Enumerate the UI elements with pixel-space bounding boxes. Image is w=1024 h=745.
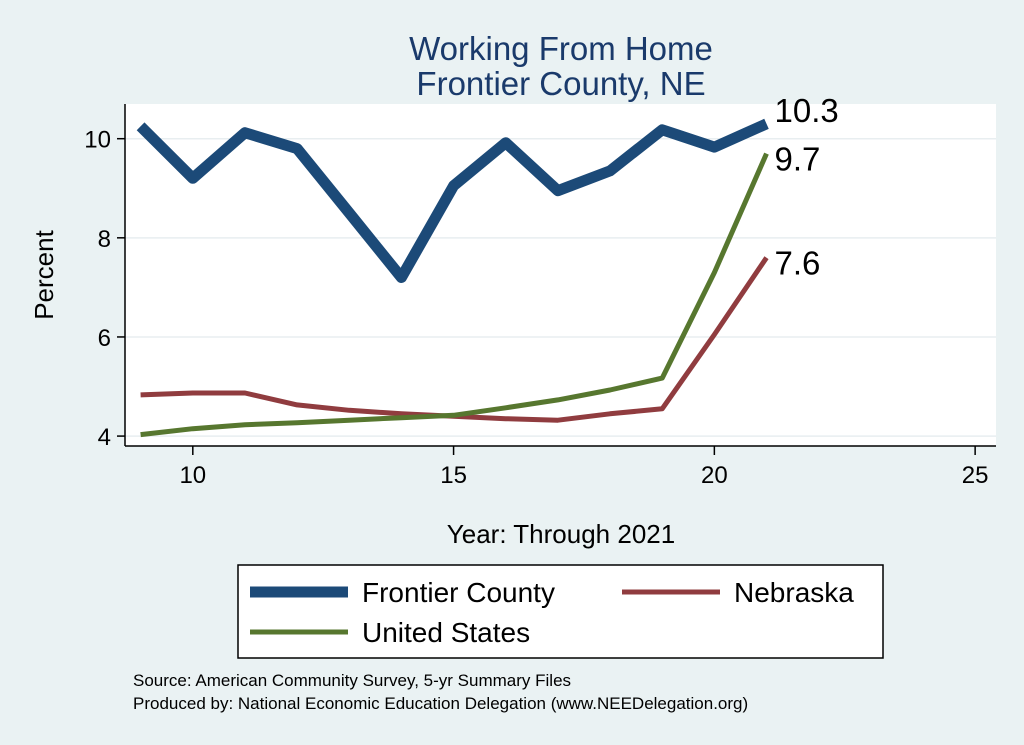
- y-tick-label: 8: [98, 226, 111, 253]
- end-label-united-states: 9.7: [775, 141, 821, 178]
- x-axis-label: Year: Through 2021: [447, 519, 675, 549]
- chart-title-line-2: Frontier County, NE: [416, 65, 705, 102]
- x-tick-label: 25: [962, 462, 989, 489]
- axes: 4 6 8 10 10 15 20 25: [84, 104, 996, 489]
- x-tick-label: 10: [179, 462, 206, 489]
- chart-title-line-1: Working From Home: [409, 30, 713, 67]
- legend: Frontier County Nebraska United States: [237, 564, 884, 659]
- end-label-frontier-county: 10.3: [775, 92, 839, 129]
- y-axis-label: Percent: [29, 229, 59, 319]
- x-tick-label: 20: [701, 462, 728, 489]
- legend-box: [237, 564, 884, 659]
- x-tick-label: 15: [440, 462, 467, 489]
- legend-items: Frontier County Nebraska United States: [250, 577, 854, 648]
- y-tick-label: 10: [84, 127, 111, 154]
- plot-area: [125, 104, 996, 446]
- series-lines: [136, 118, 769, 438]
- end-label-nebraska: 7.6: [775, 245, 821, 282]
- legend-label-nebraska: Nebraska: [734, 577, 854, 608]
- legend-label-frontier-county: Frontier County: [362, 577, 555, 608]
- series-line-united-states: [140, 152, 769, 438]
- legend-label-united-states: United States: [362, 617, 530, 648]
- end-labels: 10.3 7.6 9.7: [775, 92, 839, 282]
- y-tick-label: 6: [98, 325, 111, 352]
- producer-note: Produced by: National Economic Education…: [133, 694, 748, 713]
- series-line-frontier-county: [136, 118, 769, 283]
- y-tick-label: 4: [98, 424, 111, 451]
- source-note: Source: American Community Survey, 5-yr …: [133, 671, 571, 690]
